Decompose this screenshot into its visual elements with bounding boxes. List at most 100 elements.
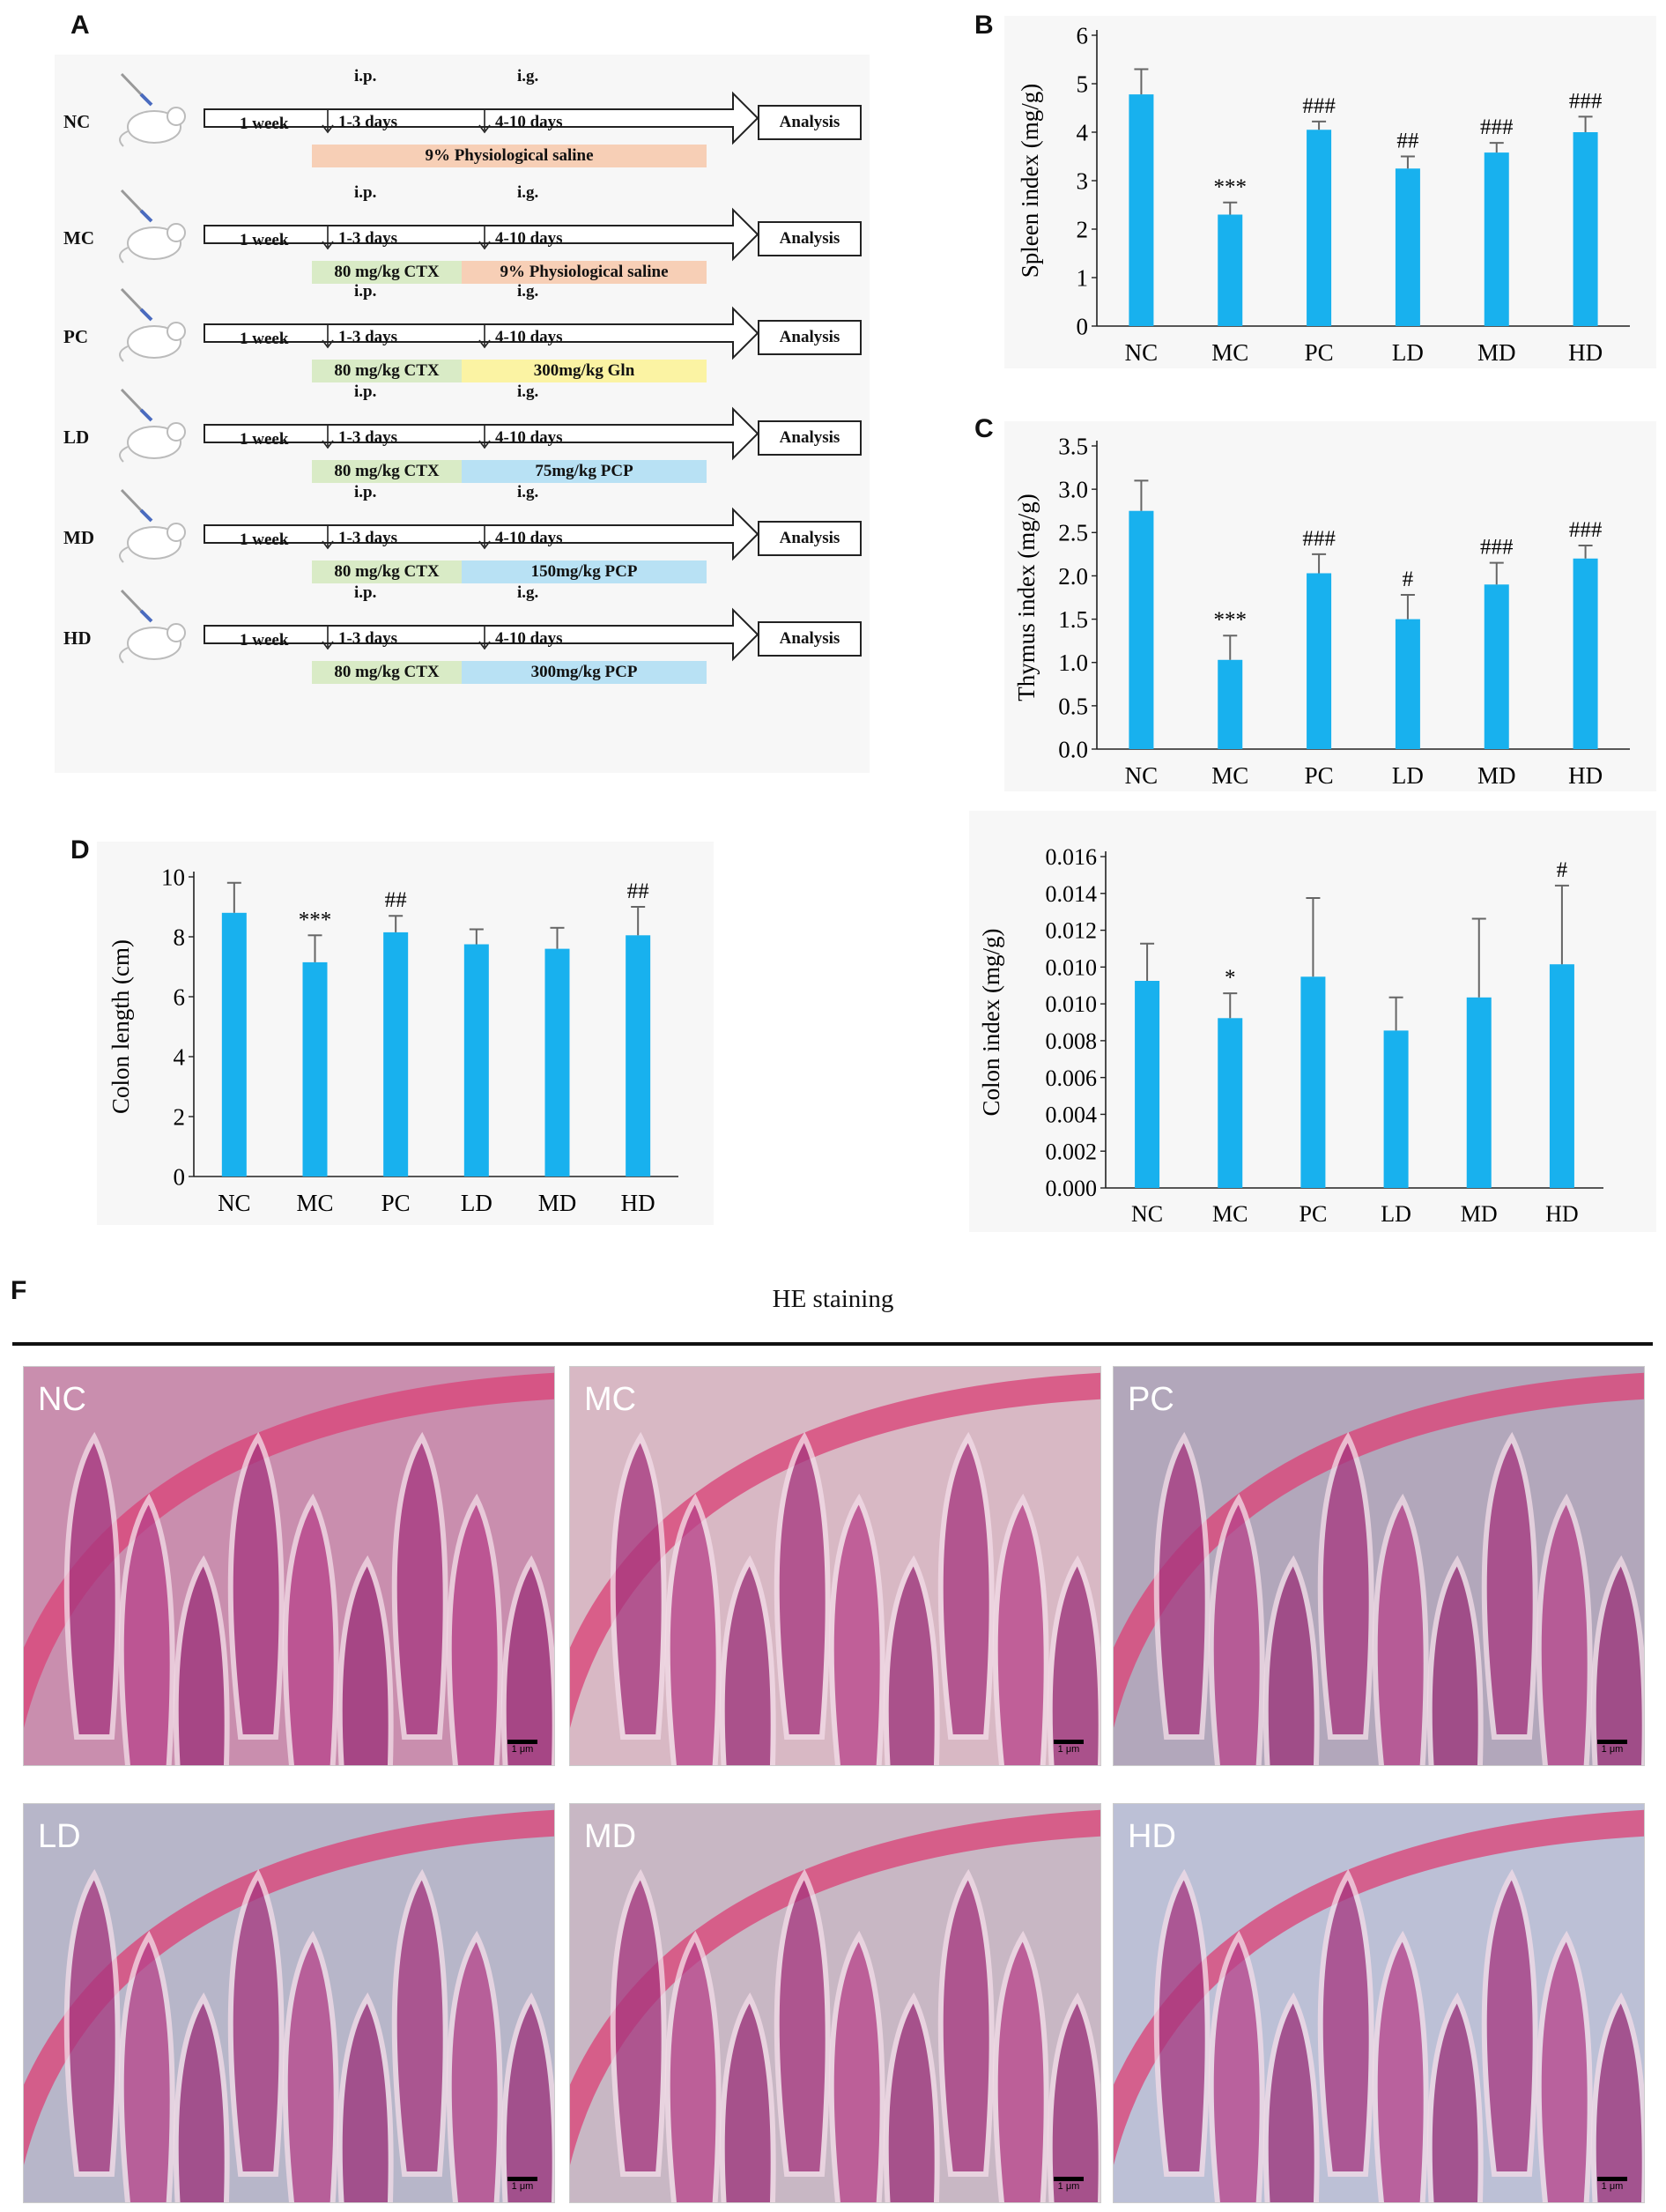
analysis-box: Analysis <box>758 420 862 456</box>
x-tick-label: LD <box>1392 762 1424 789</box>
ctx-bar: 80 mg/kg CTX <box>312 560 462 583</box>
experiment-design-panel: NC i.p. i.g. 1 week 1-3 days 4-10 days Analysi… <box>55 55 870 773</box>
scale-bar: 1 μm <box>1051 1740 1086 1755</box>
ip-header: i.p. <box>354 382 377 401</box>
ip-days-label: 1-3 days <box>338 428 398 447</box>
y-axis-label: Thymus index (mg/g) <box>1013 494 1040 701</box>
significance-label: ## <box>627 880 650 903</box>
y-tick-label: 1 <box>1077 264 1089 291</box>
ip-header: i.p. <box>354 583 377 602</box>
ig-days-label: 4-10 days <box>495 428 563 447</box>
mouse-icon <box>119 488 186 563</box>
ig-days-label: 4-10 days <box>495 529 563 547</box>
y-axis-label: Spleen index (mg/g) <box>1017 84 1043 278</box>
week-label: 1 week <box>240 531 289 549</box>
y-tick-label: 0.000 <box>1046 1176 1098 1201</box>
bar-md <box>544 948 570 1177</box>
significance-label: ## <box>1396 130 1419 153</box>
significance-label: ## <box>385 888 408 912</box>
bar-pc <box>1307 573 1332 749</box>
x-tick-label: LD <box>1381 1201 1411 1227</box>
group-label: NC <box>63 111 91 132</box>
y-tick-label: 2.5 <box>1058 520 1088 546</box>
y-tick-label: 0.010 <box>1046 991 1098 1017</box>
analysis-box: Analysis <box>758 320 862 355</box>
micrograph-label: HD <box>1128 1818 1176 1855</box>
x-tick-label: NC <box>1131 1201 1163 1227</box>
week-label: 1 week <box>240 115 289 133</box>
panel-letter-a: A <box>70 11 90 40</box>
bar-nc <box>221 912 247 1177</box>
scale-bar-label: 1 μm <box>1601 1744 1624 1755</box>
y-tick-label: 0.016 <box>1046 844 1098 870</box>
y-tick-label: 6 <box>1077 22 1089 48</box>
week-label: 1 week <box>240 330 289 348</box>
he-micrograph-mc: MC 1 μm <box>569 1366 1101 1766</box>
y-tick-label: 3.0 <box>1058 477 1088 503</box>
colon-index-chart: 0.000 0.002 0.004 0.006 0.008 0.010 0.010 0.012… <box>978 844 1603 1227</box>
y-tick-label: 3 <box>1077 167 1089 194</box>
ctx-bar: 80 mg/kg CTX <box>312 360 462 382</box>
design-row: HD i.p. i.g. 1 week 1-3 days 4-10 days Analysi… <box>55 582 870 689</box>
ctx-bar: 80 mg/kg CTX <box>312 261 462 284</box>
x-tick-label: NC <box>218 1190 251 1216</box>
group-label: MD <box>63 527 94 548</box>
bar-hd <box>626 935 651 1177</box>
ig-days-label: 4-10 days <box>495 629 563 648</box>
ig-treatment-bar: 300mg/kg Gln <box>462 360 707 382</box>
y-tick-label: 0.5 <box>1058 693 1088 719</box>
significance-label: * <box>1225 966 1236 990</box>
y-tick-label: 2 <box>1077 216 1089 242</box>
ctx-bar: 80 mg/kg CTX <box>312 460 462 483</box>
x-tick-label: LD <box>461 1190 492 1216</box>
he-micrograph-pc: PC 1 μm <box>1113 1366 1645 1766</box>
y-tick-label: 3.5 <box>1058 433 1088 459</box>
scale-bar: 1 μm <box>1051 2177 1086 2192</box>
x-tick-label: NC <box>1125 762 1159 789</box>
significance-label: ### <box>1302 94 1336 118</box>
x-tick-label: LD <box>1392 339 1424 366</box>
he-micrograph-nc: NC 1 μm <box>23 1366 555 1766</box>
he-micrograph-ld: LD 1 μm <box>23 1803 555 2203</box>
x-tick-label: MD <box>1477 762 1516 789</box>
x-tick-label: HD <box>1568 762 1603 789</box>
ip-header: i.p. <box>354 282 377 301</box>
ip-days-label: 1-3 days <box>338 229 398 248</box>
week-label: 1 week <box>240 631 289 649</box>
significance-label: *** <box>1214 175 1248 199</box>
bar-hd <box>1549 964 1574 1188</box>
analysis-box: Analysis <box>758 621 862 657</box>
significance-label: # <box>1557 858 1568 882</box>
scale-bar-line <box>1597 1740 1627 1744</box>
y-axis-label: Colon length (cm) <box>107 939 134 1114</box>
scale-bar-label: 1 μm <box>511 2181 534 2192</box>
ig-header: i.g. <box>517 583 539 602</box>
x-tick-label: HD <box>1545 1201 1579 1227</box>
week-label: 1 week <box>240 430 289 449</box>
ig-treatment-bar: 9% Physiological saline <box>462 261 707 284</box>
analysis-box: Analysis <box>758 521 862 556</box>
mouse-icon <box>119 388 186 463</box>
y-tick-label: 0.012 <box>1046 918 1098 944</box>
x-tick-label: MD <box>1461 1201 1498 1227</box>
x-tick-label: MD <box>1477 339 1516 366</box>
ig-days-label: 4-10 days <box>495 113 563 131</box>
bar-md <box>1466 997 1492 1188</box>
significance-label: ### <box>1569 89 1603 113</box>
he-micrograph-hd: HD 1 μm <box>1113 1803 1645 2203</box>
x-tick-label: PC <box>1299 1201 1328 1227</box>
scale-bar-line <box>507 2177 537 2181</box>
group-label: HD <box>63 627 92 649</box>
ig-days-label: 4-10 days <box>495 328 563 346</box>
design-row: PC i.p. i.g. 1 week 1-3 days 4-10 days Analysi… <box>55 280 870 388</box>
y-tick-label: 4 <box>1077 119 1089 145</box>
y-tick-label: 0.010 <box>1046 954 1098 980</box>
group-label: PC <box>63 326 88 347</box>
he-staining-title: HE staining <box>772 1285 894 1313</box>
bar-mc <box>1218 214 1243 326</box>
ig-treatment-bar: 300mg/kg PCP <box>462 661 707 684</box>
bar-ld <box>1383 1030 1409 1188</box>
colon-length-chart: 0 2 4 6 8 10 Colon length (cm) NC MC *** PC ## LD MD H… <box>107 864 678 1216</box>
y-tick-label: 8 <box>174 924 186 950</box>
bar-ld <box>463 944 489 1177</box>
